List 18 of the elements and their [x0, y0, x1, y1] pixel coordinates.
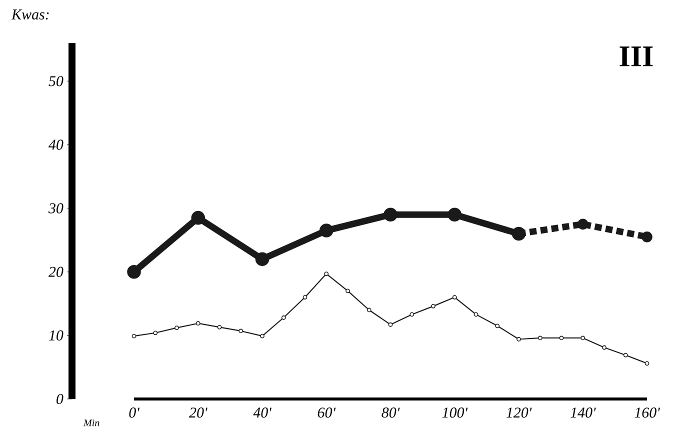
y-tick-label: 0	[56, 394, 64, 404]
x-tick-label: 140'	[570, 408, 596, 418]
x-tick-label: 60'	[318, 408, 336, 418]
y-axis-title: Kwas:	[11, 10, 49, 20]
x-axis-title: Min	[83, 420, 100, 426]
y-tick-label: 30	[48, 203, 64, 214]
x-tick-label: 160'	[634, 408, 660, 418]
y-tick-label: 50	[48, 76, 64, 86]
annotation: III	[620, 46, 653, 66]
x-tick-label: 20'	[189, 408, 208, 418]
y-tick-label: 40	[48, 140, 64, 150]
y-tick-label: 20	[48, 266, 64, 277]
y-tick-label: 10	[49, 330, 64, 340]
x-tick-label: 80'	[382, 408, 400, 418]
x-tick-label: 120'	[506, 408, 532, 418]
x-tick-label: 40'	[253, 408, 272, 418]
x-tick-label: 0'	[129, 408, 140, 418]
x-tick-label: 100'	[442, 408, 468, 418]
